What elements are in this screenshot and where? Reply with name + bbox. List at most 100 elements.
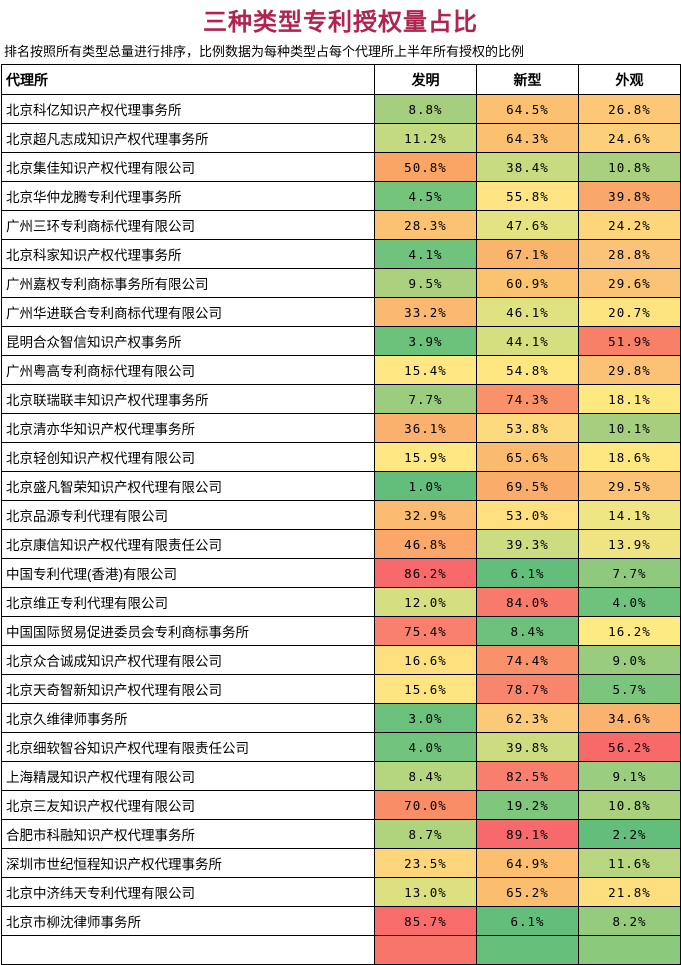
- table-row: 广州粤高专利商标代理有限公司 15.4% 54.8% 29.8%: [1, 355, 681, 385]
- value-cell: 70.0%: [374, 790, 477, 820]
- patent-ratio-table: 代理所 发明 新型 外观 北京科亿知识产权代理事务所 8.8% 64.5% 26.8%…: [1, 64, 681, 965]
- value-cell: 46.8%: [374, 529, 477, 559]
- value-cell: 2.2%: [578, 819, 681, 849]
- value-cell: 85.7%: [374, 906, 477, 936]
- table-row: 上海精晟知识产权代理有限公司 8.4% 82.5% 9.1%: [1, 761, 681, 791]
- value-cell: 14.1%: [578, 500, 681, 530]
- value-cell: 55.8%: [476, 181, 579, 211]
- value-cell: 7.7%: [374, 384, 477, 414]
- value-cell: 11.2%: [374, 123, 477, 153]
- header-utility-model: 新型: [476, 64, 579, 95]
- value-cell: 64.5%: [476, 94, 579, 124]
- value-cell: 62.3%: [476, 703, 579, 733]
- value-cell: 19.2%: [476, 790, 579, 820]
- value-cell: 26.8%: [578, 94, 681, 124]
- table-body: 北京科亿知识产权代理事务所 8.8% 64.5% 26.8% 北京超凡志成知识产权代理事…: [1, 94, 681, 965]
- value-cell: 53.0%: [476, 500, 579, 530]
- agency-name: 广州华进联合专利商标代理有限公司: [1, 297, 375, 327]
- table-row: 广州三环专利商标代理有限公司 28.3% 47.6% 24.2%: [1, 210, 681, 240]
- header-design: 外观: [578, 64, 681, 95]
- value-cell: 64.3%: [476, 123, 579, 153]
- value-cell: 89.1%: [476, 819, 579, 849]
- value-cell: 12.0%: [374, 587, 477, 617]
- agency-name: 上海精晟知识产权代理有限公司: [1, 761, 375, 791]
- value-cell: 50.8%: [374, 152, 477, 182]
- value-cell: 15.9%: [374, 442, 477, 472]
- table-row: 广州华进联合专利商标代理有限公司 33.2% 46.1% 20.7%: [1, 297, 681, 327]
- value-cell: 15.6%: [374, 674, 477, 704]
- value-cell: 56.2%: [578, 732, 681, 762]
- agency-name: 北京清亦华知识产权代理事务所: [1, 413, 375, 443]
- value-cell: 11.6%: [578, 848, 681, 878]
- value-cell: 74.3%: [476, 384, 579, 414]
- value-cell: 7.7%: [578, 558, 681, 588]
- value-cell: 86.2%: [374, 558, 477, 588]
- value-cell: 15.4%: [374, 355, 477, 385]
- value-cell: 20.7%: [578, 297, 681, 327]
- value-cell: 65.2%: [476, 877, 579, 907]
- table-row: 合肥市科融知识产权代理事务所 8.7% 89.1% 2.2%: [1, 819, 681, 849]
- agency-name: 北京市柳沈律师事务所: [1, 906, 375, 936]
- table-row: 广州嘉权专利商标事务所有限公司 9.5% 60.9% 29.6%: [1, 268, 681, 298]
- header-agency: 代理所: [1, 64, 375, 95]
- table-row: 中国国际贸易促进委员会专利商标事务所 75.4% 8.4% 16.2%: [1, 616, 681, 646]
- value-cell: 6.1%: [476, 558, 579, 588]
- value-cell: 4.0%: [578, 587, 681, 617]
- value-cell: 23.5%: [374, 848, 477, 878]
- value-cell: 28.3%: [374, 210, 477, 240]
- value-cell: 10.8%: [578, 152, 681, 182]
- value-cell: 29.6%: [578, 268, 681, 298]
- page-title: 三种类型专利授权量占比: [203, 9, 478, 36]
- value-cell: 8.8%: [374, 94, 477, 124]
- value-cell: 32.9%: [374, 500, 477, 530]
- value-cell: 10.1%: [578, 413, 681, 443]
- agency-name: 广州粤高专利商标代理有限公司: [1, 355, 375, 385]
- agency-name: 北京维正专利代理有限公司: [1, 587, 375, 617]
- value-cell: 18.1%: [578, 384, 681, 414]
- value-cell: 74.4%: [476, 645, 579, 675]
- table-row: 北京清亦华知识产权代理事务所 36.1% 53.8% 10.1%: [1, 413, 681, 443]
- agency-name: 广州三环专利商标代理有限公司: [1, 210, 375, 240]
- value-cell: 8.4%: [476, 616, 579, 646]
- table-row-cutoff: [1, 935, 681, 965]
- value-cell: 75.4%: [374, 616, 477, 646]
- table-row: 北京超凡志成知识产权代理事务所 11.2% 64.3% 24.6%: [1, 123, 681, 153]
- table-row: 北京久维律师事务所 3.0% 62.3% 34.6%: [1, 703, 681, 733]
- value-cell: 82.5%: [476, 761, 579, 791]
- agency-name: 北京科亿知识产权代理事务所: [1, 94, 375, 124]
- value-cell: 9.0%: [578, 645, 681, 675]
- table-row: 北京品源专利代理有限公司 32.9% 53.0% 14.1%: [1, 500, 681, 530]
- value-cell: 24.2%: [578, 210, 681, 240]
- value-cell: 28.8%: [578, 239, 681, 269]
- value-cell: 47.6%: [476, 210, 579, 240]
- value-cell: 78.7%: [476, 674, 579, 704]
- agency-name: 北京超凡志成知识产权代理事务所: [1, 123, 375, 153]
- table-row: 北京科家知识产权代理事务所 4.1% 67.1% 28.8%: [1, 239, 681, 269]
- agency-name: 北京众合诚成知识产权代理有限公司: [1, 645, 375, 675]
- table-row: 北京市柳沈律师事务所 85.7% 6.1% 8.2%: [1, 906, 681, 936]
- value-cell: 8.4%: [374, 761, 477, 791]
- value-cell: 39.3%: [476, 529, 579, 559]
- agency-name: 北京盛凡智荣知识产权代理有限公司: [1, 471, 375, 501]
- value-cell: 29.5%: [578, 471, 681, 501]
- table-row: 北京天奇智新知识产权代理有限公司 15.6% 78.7% 5.7%: [1, 674, 681, 704]
- value-cell: [578, 935, 681, 965]
- agency-name: 北京久维律师事务所: [1, 703, 375, 733]
- table-row: 深圳市世纪恒程知识产权代理事务所 23.5% 64.9% 11.6%: [1, 848, 681, 878]
- subtitle: 排名按照所有类型总量进行排序，比例数据为每种类型占每个代理所上半年所有授权的比例: [4, 44, 525, 59]
- value-cell: 16.6%: [374, 645, 477, 675]
- header-row: 代理所 发明 新型 外观: [1, 64, 681, 95]
- agency-name: 中国专利代理(香港)有限公司: [1, 558, 375, 588]
- agency-name: 北京细软智谷知识产权代理有限责任公司: [1, 732, 375, 762]
- value-cell: 13.0%: [374, 877, 477, 907]
- agency-name: 广州嘉权专利商标事务所有限公司: [1, 268, 375, 298]
- value-cell: 39.8%: [476, 732, 579, 762]
- value-cell: 13.9%: [578, 529, 681, 559]
- agency-name: [1, 935, 375, 965]
- table-row: 北京众合诚成知识产权代理有限公司 16.6% 74.4% 9.0%: [1, 645, 681, 675]
- agency-name: 北京中济纬天专利代理有限公司: [1, 877, 375, 907]
- value-cell: 53.8%: [476, 413, 579, 443]
- value-cell: 34.6%: [578, 703, 681, 733]
- table-row: 北京细软智谷知识产权代理有限责任公司 4.0% 39.8% 56.2%: [1, 732, 681, 762]
- table-row: 北京联瑞联丰知识产权代理事务所 7.7% 74.3% 18.1%: [1, 384, 681, 414]
